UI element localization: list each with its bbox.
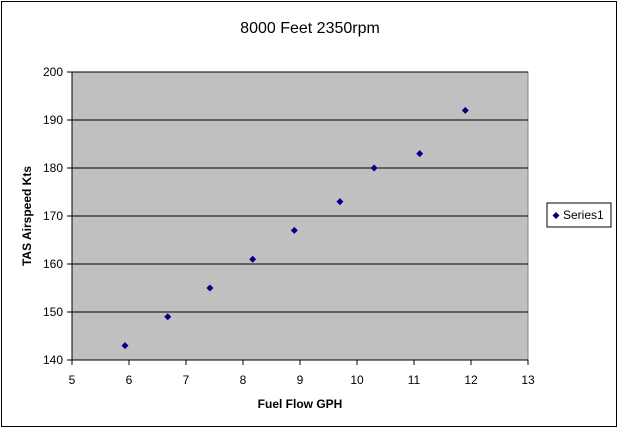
x-tick-label-10: 10	[350, 373, 364, 387]
legend-marker-diamond-icon	[552, 212, 560, 219]
x-tick-label-11: 11	[408, 373, 421, 387]
x-tick-label-12: 12	[464, 373, 478, 387]
legend-entry-series1: Series1	[563, 208, 604, 222]
y-axis-label: TAS Airspeed Kts	[20, 166, 34, 266]
data-point-3	[206, 284, 214, 292]
y-tick-label-200: 200	[43, 65, 63, 79]
x-tick-label-9: 9	[297, 373, 304, 387]
x-tick-label-8: 8	[240, 373, 247, 387]
x-axis-label: Fuel Flow GPH	[258, 397, 343, 411]
legend: Series1	[546, 202, 612, 228]
data-point-4	[249, 255, 257, 263]
y-tick-label-160: 160	[43, 257, 63, 271]
y-tick-label-140: 140	[43, 353, 63, 367]
y-axis-ticks: 140 150 160 170 180 190 200	[43, 65, 72, 367]
y-tick-label-170: 170	[43, 209, 63, 223]
x-axis-ticks: 5 6 7 8 9 10 11 12 13	[69, 360, 535, 387]
series1-points	[121, 106, 469, 350]
data-point-6	[336, 198, 344, 206]
data-point-1	[121, 342, 129, 350]
y-tick-label-150: 150	[43, 305, 63, 319]
x-tick-label-5: 5	[69, 373, 76, 387]
y-tick-label-190: 190	[43, 113, 63, 127]
x-tick-label-13: 13	[521, 373, 535, 387]
data-point-9	[461, 106, 469, 114]
y-tick-label-180: 180	[43, 161, 63, 175]
x-tick-label-6: 6	[126, 373, 133, 387]
data-point-5	[290, 226, 298, 234]
chart-title: 8000 Feet 2350rpm	[240, 20, 380, 37]
data-point-8	[416, 150, 424, 158]
data-point-7	[370, 164, 378, 172]
x-tick-label-7: 7	[183, 373, 190, 387]
data-point-2	[164, 313, 172, 321]
